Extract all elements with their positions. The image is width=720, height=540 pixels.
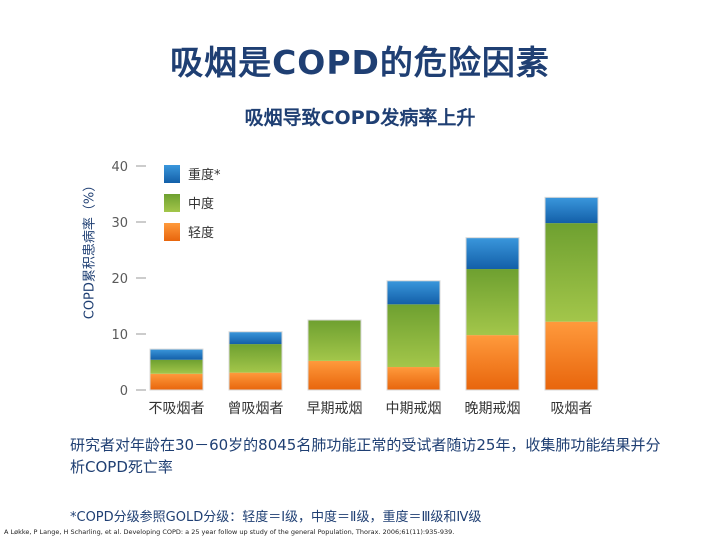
bar-segment-severe <box>150 349 203 360</box>
bar-segment-mild <box>229 372 282 390</box>
bar-outline <box>544 196 599 391</box>
x-tick-label: 早期戒烟 <box>307 401 363 417</box>
bar-segment-mild <box>308 360 361 390</box>
bar-segment-moderate <box>308 320 361 361</box>
x-tick-label: 中期戒烟 <box>386 401 442 417</box>
y-tick-label: 10 <box>111 328 128 343</box>
y-axis-label: COPD累积患病率（%） <box>82 178 98 320</box>
bar-segment-moderate <box>387 304 440 368</box>
bar-outline <box>228 331 283 391</box>
bar-outline <box>149 348 204 391</box>
y-tick-label: 0 <box>120 384 128 399</box>
bar-segment-severe <box>545 197 598 224</box>
bar-outline <box>307 319 362 391</box>
bar-segment-mild <box>387 367 440 390</box>
legend-label: 中度 <box>188 196 214 212</box>
bar-segment-mild <box>150 373 203 390</box>
y-tick-label: 30 <box>111 216 128 231</box>
bar-segment-moderate <box>466 269 519 336</box>
x-axis-labels: 不吸烟者 曾吸烟者 早期戒烟 中期戒烟 晚期戒烟 吸烟者 <box>149 401 593 417</box>
bar-segment-mild <box>466 335 519 390</box>
chart-subtitle: 吸烟导致COPD发病率上升 <box>244 107 476 129</box>
x-tick-label: 不吸烟者 <box>149 401 205 417</box>
legend-swatch-mild <box>164 223 180 241</box>
bar-segment-moderate <box>229 344 282 373</box>
legend-swatch-moderate <box>164 194 180 212</box>
bar-segment-mild <box>545 321 598 390</box>
legend-label: 轻度 <box>188 225 214 241</box>
bar-segment-severe <box>466 237 519 270</box>
bar-segment-moderate <box>545 223 598 322</box>
bar-outline <box>386 280 441 391</box>
bar-segment-severe <box>387 280 440 305</box>
y-tick-label: 40 <box>111 160 128 175</box>
y-axis: 0 10 20 30 40 <box>111 160 146 399</box>
study-note: 研究者对年龄在30－60岁的8045名肺功能正常的受试者随访25年，收集肺功能结… <box>70 436 661 476</box>
bar-outline <box>465 237 520 391</box>
x-tick-label: 曾吸烟者 <box>228 401 284 417</box>
citation: A Løkke, P Lange, H Scharling, et al. De… <box>4 528 455 536</box>
grading-footnote: *COPD分级参照GOLD分级：轻度＝Ⅰ级，中度＝Ⅱ级，重度＝Ⅲ级和Ⅳ级 <box>70 510 482 525</box>
legend-label: 重度* <box>188 167 221 183</box>
legend-swatch-severe <box>164 165 180 183</box>
bar-segment-moderate <box>150 359 203 374</box>
x-tick-label: 晚期戒烟 <box>465 401 521 417</box>
slide-title: 吸烟是COPD的危险因素 <box>170 43 550 82</box>
bar-group <box>149 196 599 391</box>
bar-segment-severe <box>229 331 282 345</box>
x-tick-label: 吸烟者 <box>551 401 593 417</box>
y-tick-label: 20 <box>111 272 128 287</box>
